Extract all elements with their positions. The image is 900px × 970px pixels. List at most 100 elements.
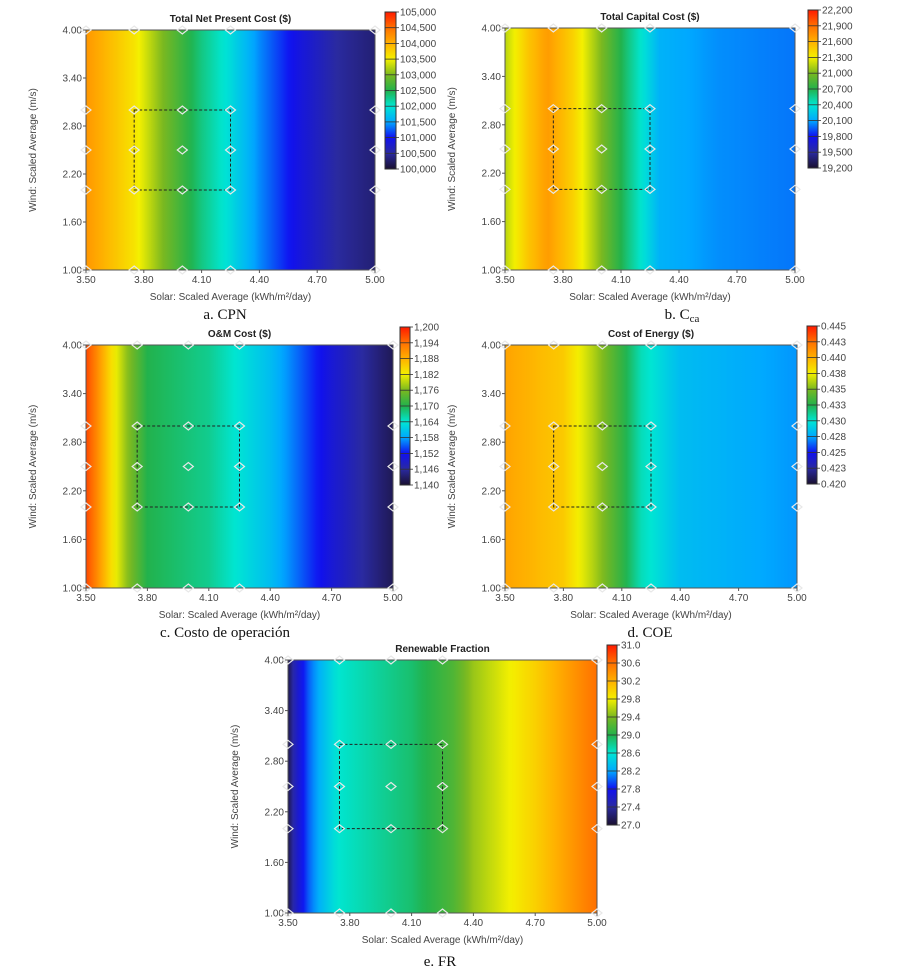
- y-tick-label: 1.00: [482, 584, 502, 595]
- colorbar-tick-label: 28.2: [621, 767, 641, 778]
- sensitivity-point-marker: [789, 265, 801, 275]
- y-axis-label: Wind: Scaled Average (m/s): [28, 88, 39, 212]
- sensitivity-point-marker: [591, 655, 603, 665]
- sensitivity-point-marker: [645, 421, 657, 431]
- sensitivity-point-marker: [595, 144, 608, 154]
- colorbar-tick-label: 21,600: [822, 37, 853, 48]
- sensitivity-point-marker: [596, 340, 609, 350]
- colorbar-tick-label: 30.2: [621, 677, 641, 688]
- colorbar-tick-label: 100,000: [400, 165, 437, 176]
- colorbar-tick-label: 105,000: [400, 8, 437, 19]
- sensitivity-point-marker: [499, 340, 511, 350]
- y-tick-label: 4.00: [265, 656, 285, 667]
- sensitivity-point-marker: [128, 145, 141, 155]
- sensitivity-point-marker: [233, 461, 246, 472]
- colorbar-tick-label: 0.440: [821, 353, 846, 364]
- sensitivity-point-marker: [591, 781, 603, 792]
- colorbar-tick-label: 1,152: [414, 449, 439, 460]
- caption-subscript: ca: [690, 313, 700, 325]
- sensitivity-point-marker: [791, 421, 803, 431]
- colorbar-tick-label: 0.423: [821, 464, 846, 475]
- colorbar-tick-label: 1,146: [414, 465, 439, 476]
- sensitivity-point-marker: [499, 502, 511, 512]
- y-tick-label: 2.20: [482, 169, 502, 180]
- sensitivity-point-marker: [596, 502, 609, 512]
- colorbar-tick-label: 0.428: [821, 432, 846, 443]
- sensitivity-point-marker: [369, 145, 381, 155]
- y-tick-label: 1.60: [63, 218, 83, 229]
- y-tick-label: 3.40: [63, 389, 83, 400]
- x-tick-label: 3.50: [278, 918, 298, 929]
- y-tick-label: 2.20: [482, 486, 502, 497]
- sensitivity-point-marker: [176, 105, 189, 115]
- colorbar-tick-label: 19,800: [822, 132, 853, 143]
- sensitivity-point-marker: [547, 461, 560, 472]
- sensitivity-point-marker: [791, 502, 803, 512]
- y-tick-label: 4.00: [63, 341, 83, 352]
- sensitivity-point-marker: [128, 185, 141, 195]
- figure-caption: e. FR: [424, 954, 457, 970]
- y-tick-label: 4.00: [482, 24, 502, 35]
- x-tick-label: 4.10: [612, 593, 632, 604]
- figure-caption: a. CPN: [203, 307, 247, 323]
- sensitivity-point-marker: [547, 103, 560, 114]
- sensitivity-point-marker: [499, 583, 511, 593]
- colorbar-tick-label: 101,500: [400, 117, 437, 128]
- x-tick-label: 4.10: [199, 593, 219, 604]
- sensitivity-point-marker: [80, 502, 92, 512]
- x-axis-label: Solar: Scaled Average (kWh/m²/day): [570, 610, 732, 621]
- y-tick-label: 2.80: [63, 122, 83, 133]
- colorbar-tick-label: 27.4: [621, 803, 641, 814]
- sensitivity-point-marker: [547, 23, 560, 33]
- colorbar-tick-label: 1,182: [414, 370, 439, 381]
- colorbar-tick-label: 31.0: [621, 641, 641, 652]
- sensitivity-point-marker: [385, 823, 397, 834]
- sensitivity-point-marker: [224, 145, 237, 155]
- colorbar-tick-label: 1,164: [414, 417, 439, 428]
- sensitivity-point-marker: [436, 739, 449, 750]
- x-axis-label: Solar: Scaled Average (kWh/m²/day): [150, 292, 312, 303]
- x-tick-label: 4.70: [727, 275, 747, 286]
- sensitivity-point-marker: [282, 781, 294, 792]
- colorbar-tick-label: 28.6: [621, 749, 641, 760]
- y-tick-label: 3.40: [265, 706, 285, 717]
- x-tick-label: 3.80: [554, 593, 574, 604]
- sensitivity-point-marker: [436, 908, 449, 918]
- y-tick-label: 1.60: [482, 535, 502, 546]
- sensitivity-point-marker: [80, 265, 92, 275]
- sensitivity-point-marker: [499, 23, 511, 33]
- colorbar-tick-label: 27.0: [621, 821, 641, 832]
- sensitivity-point-marker: [499, 265, 511, 275]
- sensitivity-point-marker: [131, 583, 144, 593]
- sensitivity-point-marker: [233, 502, 246, 512]
- sensitivity-point-marker: [282, 823, 294, 834]
- colorbar-tick-label: 104,500: [400, 23, 437, 34]
- sensitivity-point-marker: [224, 105, 237, 115]
- sensitivity-point-marker: [131, 502, 144, 512]
- colorbar-tick-label: 1,140: [414, 481, 439, 492]
- colorbar-tick-label: 0.443: [821, 337, 846, 348]
- sensitivity-point-marker: [333, 823, 346, 834]
- figure-caption: d. COE: [628, 625, 673, 641]
- x-tick-label: 5.00: [383, 593, 403, 604]
- colorbar-tick-label: 0.433: [821, 401, 846, 412]
- sensitivity-point-marker: [499, 144, 511, 154]
- sensitivity-point-marker: [547, 340, 560, 350]
- x-tick-label: 4.70: [525, 918, 545, 929]
- chart-2: Total Capital Cost ($) 3.50 3.80 4.10 4.40 4.…: [447, 6, 853, 326]
- colorbar-tick-label: 100,500: [400, 149, 437, 160]
- y-tick-label: 2.80: [482, 120, 502, 131]
- x-tick-label: 4.40: [250, 275, 270, 286]
- y-tick-label: 1.60: [265, 858, 285, 869]
- sensitivity-point-marker: [182, 340, 195, 350]
- colorbar-tick-label: 30.6: [621, 659, 641, 670]
- sensitivity-point-marker: [333, 908, 346, 918]
- sensitivity-point-marker: [80, 25, 92, 35]
- x-tick-label: 3.80: [134, 275, 154, 286]
- y-tick-label: 2.20: [265, 807, 285, 818]
- colorbar-tick-label: 1,176: [414, 386, 439, 397]
- sensitivity-point-marker: [791, 340, 803, 350]
- sensitivity-point-marker: [128, 105, 141, 115]
- sensitivity-point-marker: [595, 265, 608, 275]
- x-tick-label: 4.10: [611, 275, 631, 286]
